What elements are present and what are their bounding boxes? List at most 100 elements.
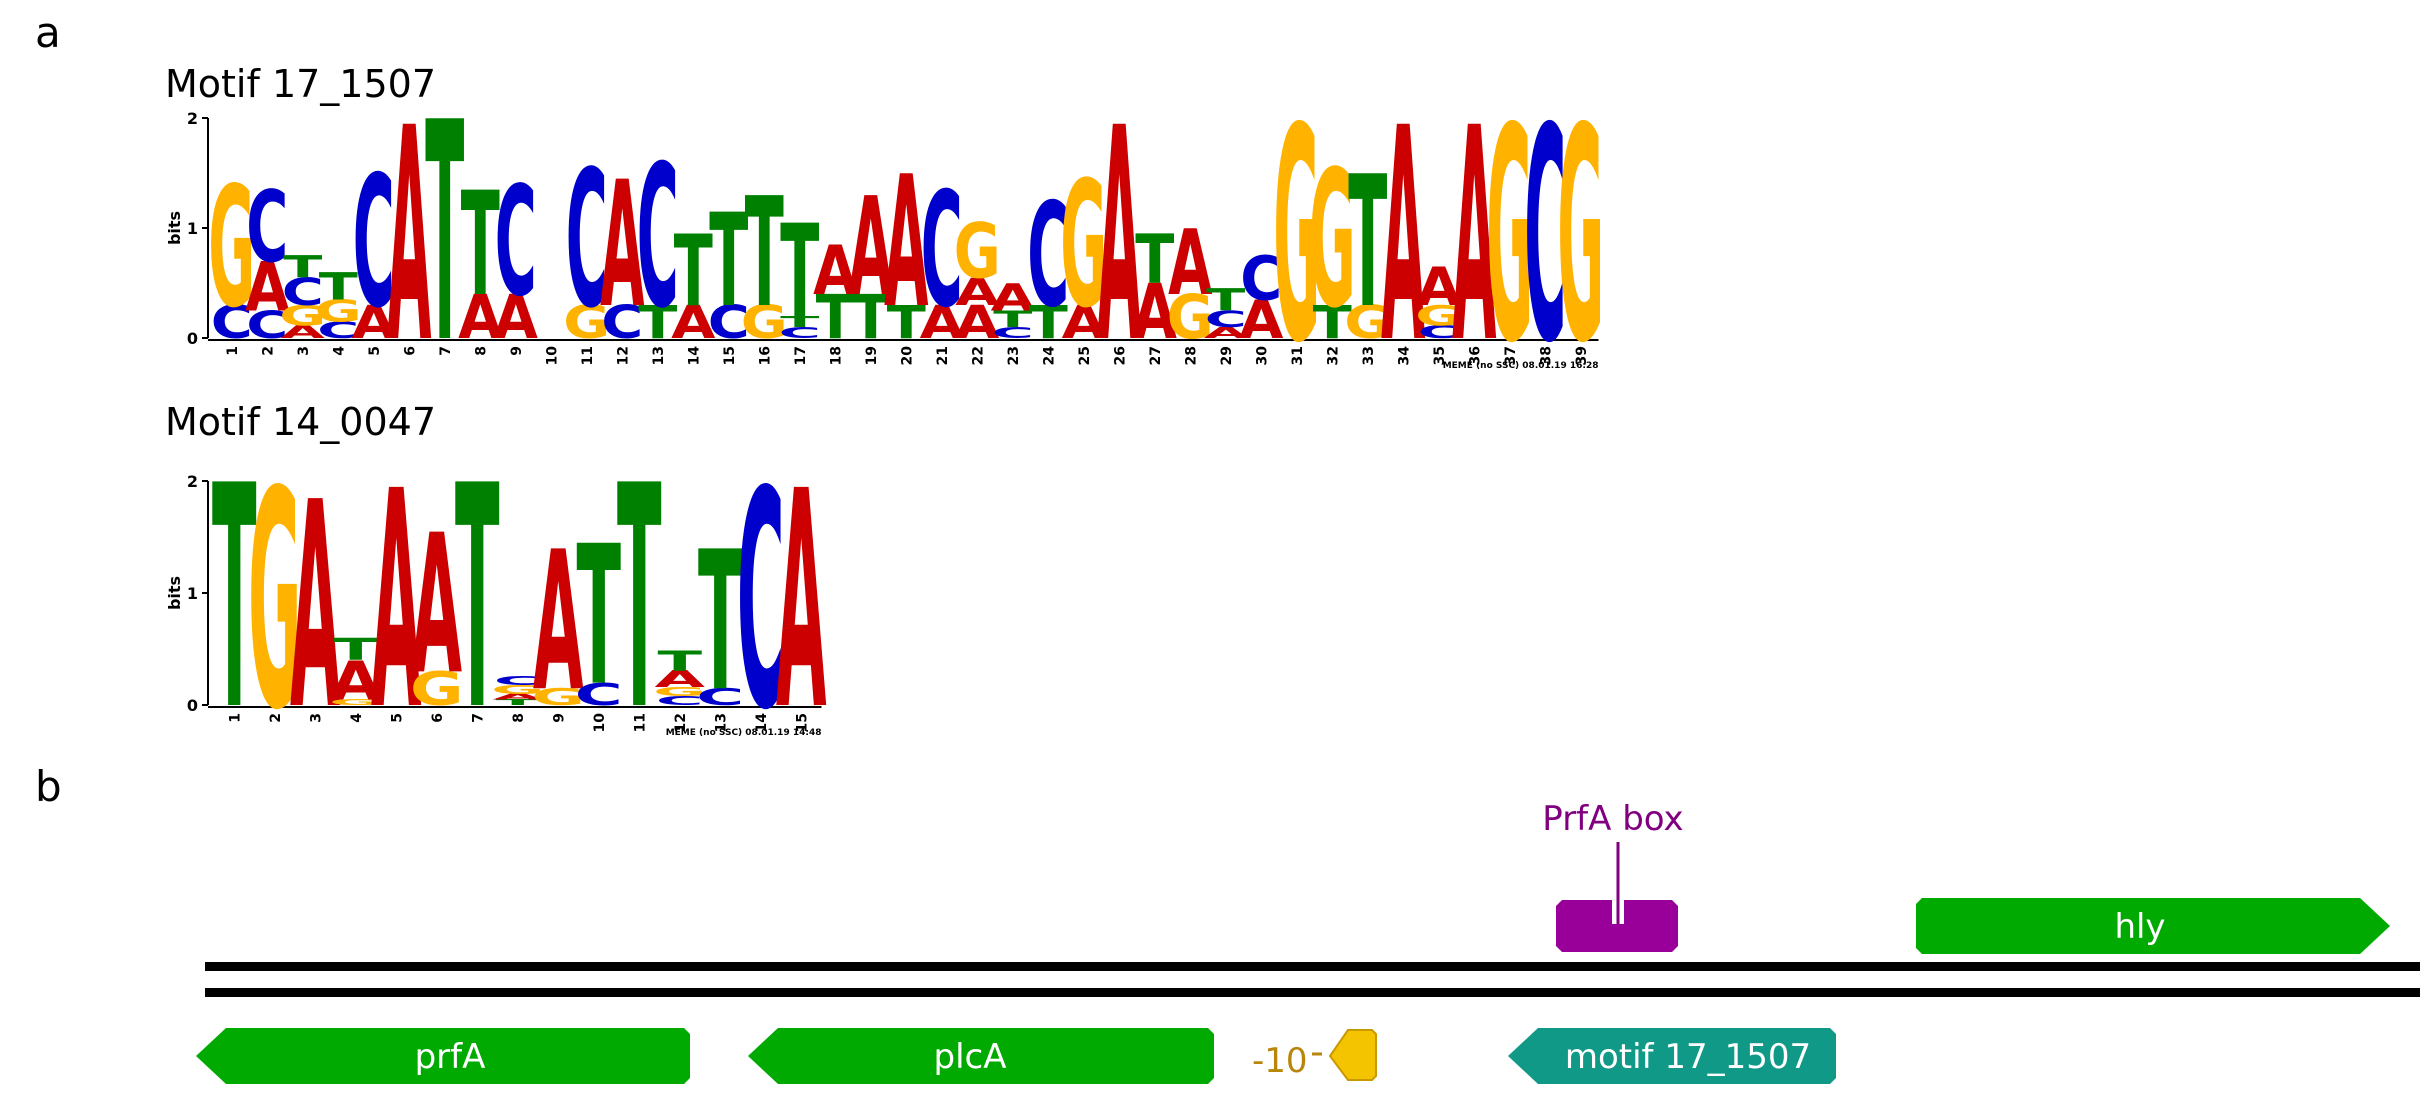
gene-hly-label: hly xyxy=(2114,907,2165,947)
logo-letter-A: A xyxy=(281,322,326,343)
x-tick-label: 32 xyxy=(1325,346,1341,365)
x-tick-label: 33 xyxy=(1361,346,1377,365)
gene-hly-arrow xyxy=(1916,898,2390,954)
logo-letter-C: C xyxy=(1418,322,1460,343)
logo-letter-A: A xyxy=(600,145,644,346)
logo-letter-C: C xyxy=(495,154,537,330)
logo-letter-T: T xyxy=(576,505,621,729)
x-tick-label: 11 xyxy=(580,346,596,365)
logo-letter-A: A xyxy=(654,666,705,693)
logo-letter-C: C xyxy=(575,677,623,712)
x-tick-label: 23 xyxy=(1006,346,1022,365)
x-tick-label: 14 xyxy=(754,713,770,733)
logo-letter-G: G xyxy=(1415,299,1462,331)
logo-letter-C: C xyxy=(1027,172,1069,339)
logo-letter-A: A xyxy=(955,297,999,350)
logo-letter-G: G xyxy=(491,683,545,697)
logo-letter-G: G xyxy=(954,208,1001,296)
logo-letter-T: T xyxy=(425,110,464,380)
logo-letter-A: A xyxy=(1239,289,1284,350)
y-tick-label: 0 xyxy=(187,329,198,348)
y-axis-label: bits xyxy=(165,211,184,245)
logo-letter-A: A xyxy=(492,692,543,701)
x-tick-label: 20 xyxy=(899,346,915,366)
logo-letter-G: G xyxy=(208,153,255,345)
x-tick-label: 30 xyxy=(1254,346,1270,366)
logo-letter-G: G xyxy=(563,297,610,350)
motif-17-1507-label: motif 17_1507 xyxy=(1565,1037,1811,1077)
logo-letter-G: G xyxy=(741,297,788,350)
logo-letter-G: G xyxy=(1486,110,1533,380)
minus10-shape xyxy=(1328,1029,1377,1081)
logo-letter-T: T xyxy=(887,297,926,350)
logo-footer: MEME (no SSC) 08.01.19 14:48 xyxy=(666,728,822,738)
logo-letter-A: A xyxy=(330,651,381,713)
x-tick-label: 11 xyxy=(632,713,648,732)
logo-letter-G: G xyxy=(531,684,585,711)
logo-letter-C: C xyxy=(601,297,643,350)
logo-letter-A: A xyxy=(884,138,928,348)
x-tick-label: 2 xyxy=(260,346,276,356)
logo-letter-T: T xyxy=(816,282,855,353)
x-tick-label: 12 xyxy=(673,713,689,732)
y-tick-label: 2 xyxy=(187,475,198,491)
logo-letter-A: A xyxy=(533,510,584,734)
logo-letter-A: A xyxy=(1381,110,1425,380)
gene-prfa-label: prfA xyxy=(415,1037,486,1077)
logo-letter-C: C xyxy=(1524,110,1566,380)
logo-letter-A: A xyxy=(1133,268,1177,356)
logo-letter-T: T xyxy=(212,475,257,745)
x-tick-label: 10 xyxy=(592,713,608,733)
logo-letter-T: T xyxy=(333,633,378,668)
logo-letter-A: A xyxy=(387,110,431,380)
logo-letter-A: A xyxy=(494,282,539,353)
logo-letter-C: C xyxy=(779,324,821,342)
x-tick-label: 4 xyxy=(331,346,347,356)
x-tick-label: 31 xyxy=(1290,346,1306,365)
logo-letter-A: A xyxy=(849,168,894,327)
logo-letter-A: A xyxy=(1168,210,1213,315)
logo-letter-C: C xyxy=(737,475,785,745)
logo-letter-C: C xyxy=(921,160,963,344)
panel-a-letter: a xyxy=(35,8,61,57)
logo-letter-A: A xyxy=(290,475,341,745)
x-tick-label: 24 xyxy=(1041,346,1057,366)
x-tick-label: 9 xyxy=(509,346,525,356)
logo-letter-T: T xyxy=(1029,297,1068,350)
logo-letter-T: T xyxy=(993,307,1032,333)
x-tick-label: 35 xyxy=(1432,346,1448,365)
logo-letter-T: T xyxy=(745,165,784,341)
x-tick-label: 37 xyxy=(1503,346,1519,365)
y-tick-label: 0 xyxy=(187,696,198,715)
x-tick-label: 1 xyxy=(225,346,241,356)
x-tick-label: 8 xyxy=(511,713,527,723)
motif-17-1507-arrow xyxy=(1508,1028,1836,1084)
x-tick-label: 10 xyxy=(544,346,560,366)
x-tick-label: 6 xyxy=(402,346,418,356)
logo-letter-T: T xyxy=(698,510,743,734)
x-tick-label: 34 xyxy=(1396,346,1412,366)
x-tick-label: 1 xyxy=(227,713,243,723)
motif2-title: Motif 14_0047 xyxy=(165,400,437,444)
dna-strand-bottom xyxy=(205,988,2420,997)
logo-letter-C: C xyxy=(1205,307,1247,333)
x-tick-label: 27 xyxy=(1148,346,1164,365)
x-tick-label: 18 xyxy=(828,346,844,365)
x-tick-label: 29 xyxy=(1219,346,1235,365)
logo-letter-C: C xyxy=(211,297,253,350)
x-tick-label: 17 xyxy=(793,346,809,365)
x-tick-label: 15 xyxy=(722,346,738,365)
x-tick-label: 14 xyxy=(686,346,702,366)
logo-letter-T: T xyxy=(1135,220,1174,299)
y-tick-label: 1 xyxy=(187,219,198,238)
logo-letter-T: T xyxy=(1348,138,1387,348)
logo-letter-G: G xyxy=(315,294,362,329)
logo-letter-C: C xyxy=(1240,243,1282,314)
logo-letter-A: A xyxy=(991,276,1036,320)
x-tick-label: 26 xyxy=(1112,346,1128,365)
x-tick-label: 22 xyxy=(970,346,986,365)
x-tick-label: 3 xyxy=(296,346,312,356)
x-tick-label: 2 xyxy=(268,713,284,723)
